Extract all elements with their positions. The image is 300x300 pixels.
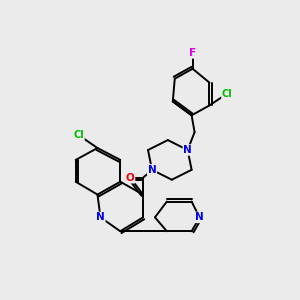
Text: O: O [126, 173, 135, 183]
Text: N: N [183, 145, 192, 155]
Text: N: N [96, 212, 105, 222]
Text: Cl: Cl [73, 130, 84, 140]
Text: Cl: Cl [222, 88, 233, 98]
Text: N: N [195, 212, 204, 222]
Text: F: F [189, 48, 196, 58]
Text: N: N [148, 165, 156, 175]
